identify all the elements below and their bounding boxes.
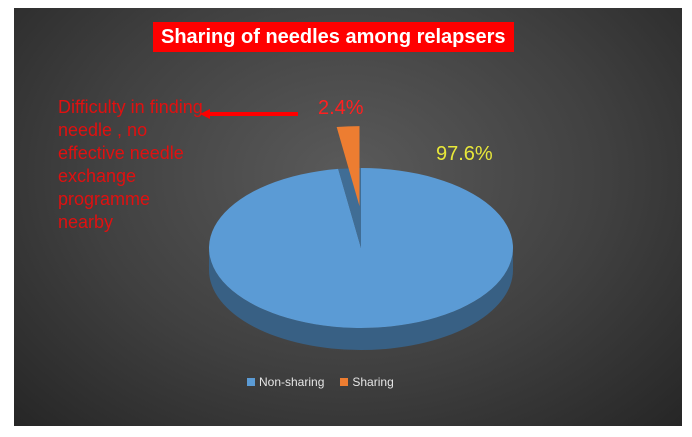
legend: Non-sharing Sharing	[247, 375, 394, 389]
pie-slice-non-sharing	[208, 168, 513, 350]
legend-label-sharing: Sharing	[352, 375, 394, 389]
chart-title: Sharing of needles among relapsers	[153, 22, 514, 52]
pie-slice-side	[209, 248, 513, 350]
data-label-sharing: 2.4%	[318, 97, 364, 119]
annotation-arrowhead	[200, 109, 210, 119]
legend-label-non-sharing: Non-sharing	[259, 375, 325, 389]
legend-swatch-sharing	[340, 378, 349, 386]
pie-slice-sharing	[336, 126, 360, 207]
pie-slice-top	[336, 126, 360, 207]
legend-item-non-sharing: Non-sharing	[247, 375, 324, 389]
legend-swatch-non-sharing	[247, 378, 255, 386]
annotation-text: Difficulty in finding needle , no effect…	[58, 97, 203, 232]
pie-group	[208, 126, 513, 350]
legend-item-sharing: Sharing	[340, 375, 394, 389]
data-label-non-sharing: 97.6%	[436, 143, 493, 165]
